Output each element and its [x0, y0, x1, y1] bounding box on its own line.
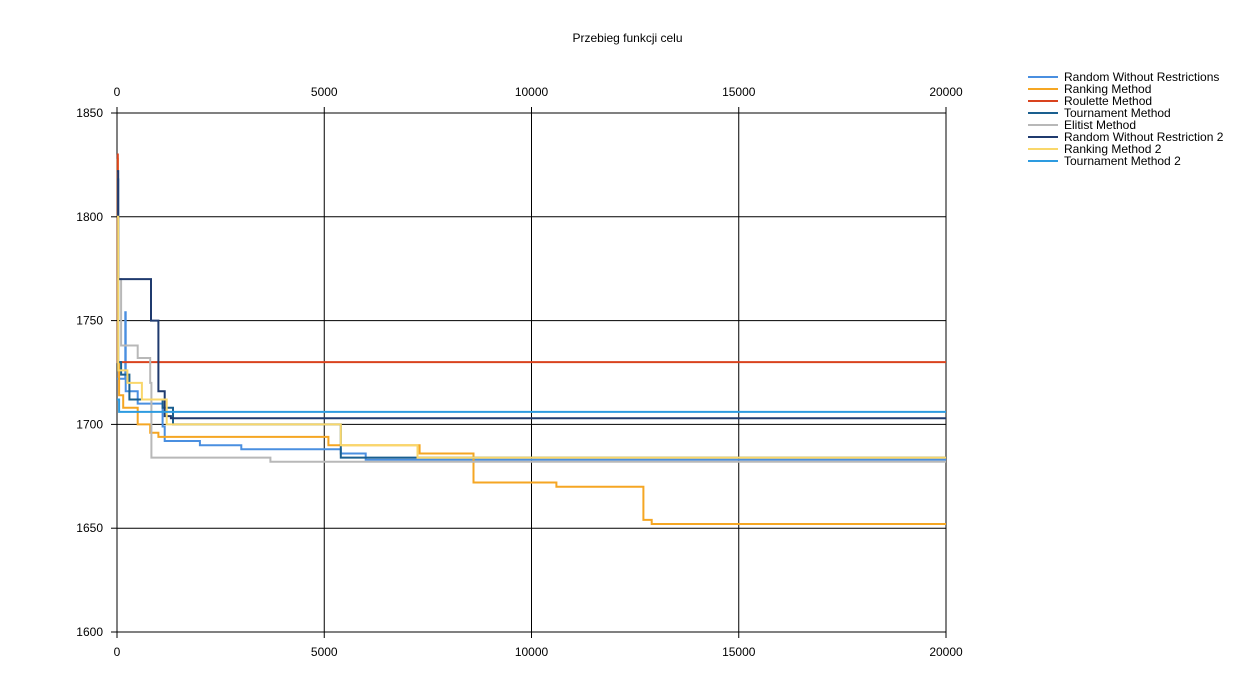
- legend-swatch: [1028, 124, 1058, 126]
- legend-swatch: [1028, 100, 1058, 102]
- series-line-ranking-method: [116, 157, 946, 525]
- legend-item: Ranking Method: [1028, 83, 1253, 95]
- axes: 0 0 5000 5000 10000 10000 15000 15000 20000 20000…: [76, 85, 963, 659]
- legend-label: Ranking Method 2: [1064, 142, 1162, 156]
- x-tick-label-top: 10000: [515, 85, 549, 99]
- series-line-tournament-method-2: [117, 398, 946, 413]
- y-tick-label: 1850: [76, 106, 103, 120]
- legend-label: Random Without Restriction 2: [1064, 130, 1224, 144]
- y-tick-label: 1600: [76, 625, 103, 639]
- legend-item: Random Without Restriction 2: [1028, 131, 1253, 143]
- y-tick-label: 1800: [76, 210, 103, 224]
- grid-lines: [116, 112, 947, 633]
- legend-item: Roulette Method: [1028, 95, 1253, 107]
- series-lines: [116, 153, 946, 525]
- x-tick-label-top: 5000: [311, 85, 338, 99]
- legend-swatch: [1028, 76, 1058, 78]
- legend-item: Elitist Method: [1028, 119, 1253, 131]
- x-tick-label-bottom: 20000: [929, 645, 963, 659]
- legend-label: Random Without Restrictions: [1064, 70, 1220, 84]
- legend-label: Ranking Method: [1064, 82, 1152, 96]
- legend-swatch: [1028, 112, 1058, 114]
- legend: Random Without Restrictions Ranking Metho…: [1028, 71, 1253, 167]
- legend-swatch: [1028, 88, 1058, 90]
- x-tick-label-bottom: 0: [114, 645, 121, 659]
- y-tick-label: 1650: [76, 521, 103, 535]
- x-tick-label-bottom: 5000: [311, 645, 338, 659]
- y-tick-label: 1750: [76, 314, 103, 328]
- y-tick-label: 1700: [76, 417, 103, 431]
- x-tick-label-top: 15000: [722, 85, 756, 99]
- legend-swatch: [1028, 148, 1058, 150]
- legend-item: Random Without Restrictions: [1028, 71, 1253, 83]
- legend-item: Tournament Method 2: [1028, 155, 1253, 167]
- x-tick-label-bottom: 15000: [722, 645, 756, 659]
- series-line-elitist-method: [117, 278, 946, 463]
- x-tick-label-top: 0: [114, 85, 121, 99]
- legend-label: Elitist Method: [1064, 118, 1137, 132]
- legend-label: Tournament Method: [1064, 106, 1171, 120]
- legend-label: Tournament Method 2: [1064, 154, 1181, 168]
- chart-title: Przebieg funkcji celu: [572, 31, 683, 45]
- legend-label: Roulette Method: [1064, 94, 1153, 108]
- legend-item: Ranking Method 2: [1028, 143, 1253, 155]
- legend-swatch: [1028, 160, 1058, 162]
- x-tick-label-bottom: 10000: [515, 645, 549, 659]
- series-line-ranking-method-2: [117, 215, 946, 459]
- legend-swatch: [1028, 136, 1058, 138]
- legend-item: Tournament Method: [1028, 107, 1253, 119]
- x-tick-label-top: 20000: [929, 85, 963, 99]
